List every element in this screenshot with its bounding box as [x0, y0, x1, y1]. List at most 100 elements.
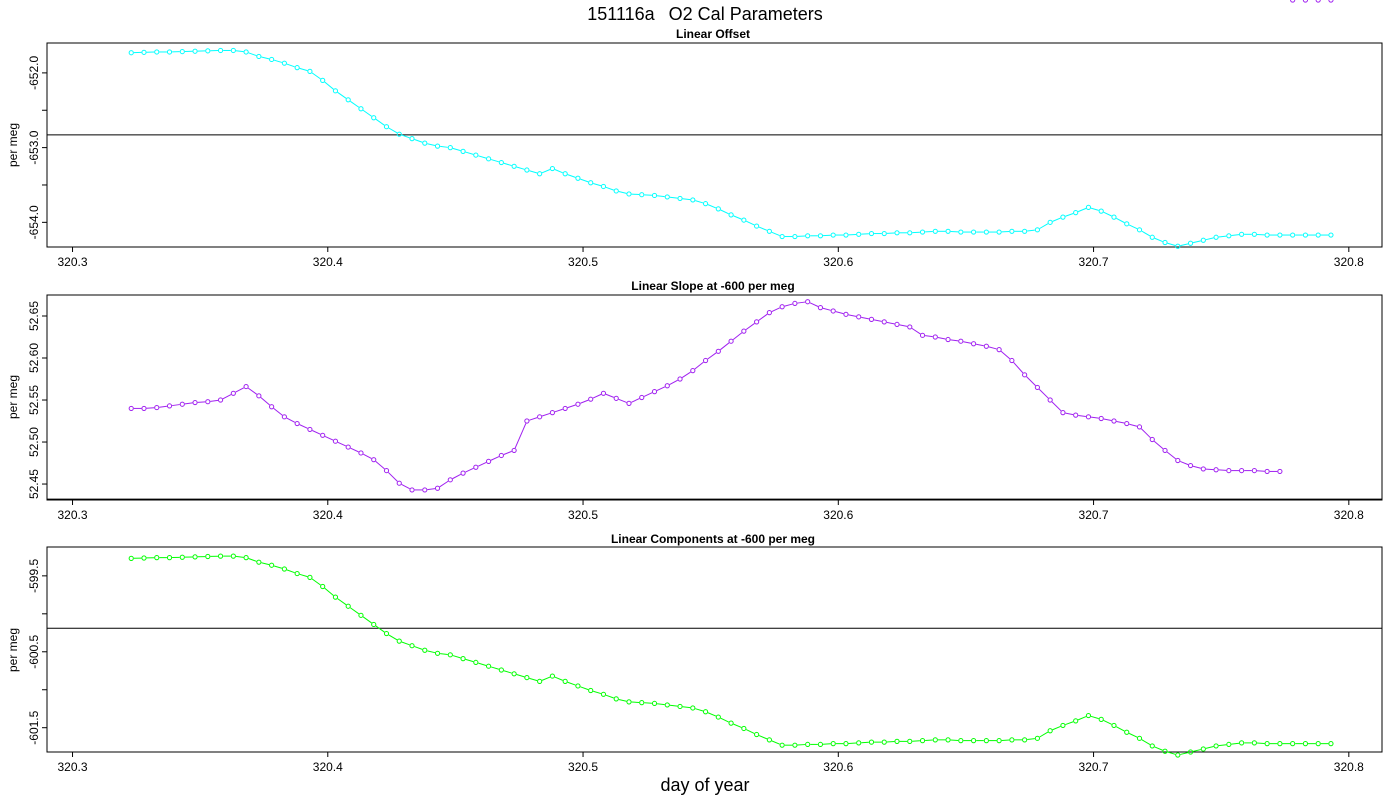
series-segment [299, 424, 308, 429]
series-segment [567, 174, 576, 178]
data-point [728, 720, 734, 726]
data-point [1060, 214, 1066, 220]
data-point [779, 233, 785, 240]
series-segment [362, 616, 372, 624]
data-point [651, 192, 658, 199]
data-point [294, 570, 300, 577]
data-point [1251, 740, 1257, 746]
series-segment [324, 81, 334, 90]
series-segment [720, 342, 730, 351]
data-point [1315, 0, 1321, 3]
data-point [664, 702, 670, 708]
data-point [243, 555, 249, 561]
data-point [1098, 415, 1104, 422]
panel-title: Linear Offset [676, 27, 750, 41]
data-point [434, 485, 441, 491]
series-segment [350, 100, 360, 108]
data-point [613, 188, 619, 194]
series-segment [720, 209, 729, 215]
series-segment [1000, 350, 1011, 360]
data-point [766, 228, 772, 234]
data-point [345, 444, 351, 450]
series-segment [337, 91, 347, 99]
figure-title-id: 151116a [587, 4, 655, 24]
data-point [715, 714, 721, 720]
data-point [141, 405, 147, 412]
series-segment [541, 169, 551, 174]
series-segment [669, 196, 678, 199]
series-segment [1103, 211, 1112, 217]
series-segment [861, 316, 870, 320]
data-point [217, 397, 224, 403]
data-point [868, 316, 875, 322]
data-point [575, 175, 581, 181]
data-point [460, 148, 466, 154]
series-segment [873, 319, 882, 322]
data-point [754, 731, 760, 738]
data-point [217, 553, 224, 559]
data-point [907, 738, 913, 744]
panel-linear-components: Linear Components at -600 per meg per me… [6, 532, 1383, 774]
data-point [1239, 740, 1245, 746]
series-segment [388, 127, 398, 134]
data-point [460, 470, 466, 476]
series-segment [797, 301, 806, 304]
data-point [779, 742, 785, 748]
series-segment [1166, 451, 1177, 460]
series-segment [694, 361, 704, 370]
data-point [371, 621, 377, 628]
data-point [1200, 466, 1206, 472]
series-segment [1154, 237, 1163, 242]
data-point [843, 311, 849, 317]
data-point [230, 390, 236, 396]
y-tick-label: 52.45 [27, 469, 41, 499]
series-segment [210, 399, 219, 402]
y-tick-label: -654.0 [27, 205, 41, 239]
series-segment [554, 169, 563, 174]
series-segment [465, 151, 474, 155]
data-point [383, 467, 390, 474]
series-segment [643, 392, 653, 397]
data-point [294, 65, 300, 71]
data-point [179, 401, 185, 407]
data-point [1098, 208, 1104, 214]
data-point [1009, 737, 1015, 743]
y-axis-label: per meg [6, 628, 20, 672]
data-point [958, 738, 964, 744]
data-point [1124, 729, 1130, 735]
data-point [983, 343, 989, 349]
data-point [1226, 233, 1232, 239]
data-point [1187, 749, 1194, 755]
data-point [192, 399, 198, 406]
series-segment [261, 562, 270, 566]
data-point [1085, 414, 1092, 420]
data-point [626, 400, 632, 406]
data-point [690, 705, 696, 711]
data-point [1200, 746, 1206, 752]
data-point [677, 376, 683, 382]
series-segment [1141, 428, 1151, 439]
series-segment [427, 650, 436, 654]
data-point [702, 709, 709, 715]
series-segment [771, 740, 780, 745]
series-segment [1078, 414, 1086, 417]
data-point [856, 314, 862, 320]
series-segment [516, 166, 525, 170]
x-tick-label: 320.4 [313, 508, 343, 522]
series-segment [682, 198, 691, 201]
data-point [1073, 412, 1079, 418]
series-segment [925, 335, 933, 338]
data-point [1111, 418, 1117, 424]
series-segment [1154, 746, 1163, 751]
series-segment [159, 405, 168, 408]
data-point [396, 480, 402, 486]
x-tick-label: 320.7 [1079, 508, 1109, 522]
series-segment [618, 698, 627, 702]
plot-area: 320.3 320.4 320.5 320.6 320.7 320.8 -654.0 -653… [27, 42, 1383, 269]
data-point [907, 324, 913, 330]
series-segment [618, 191, 627, 194]
series-segment [822, 307, 831, 311]
series-segment [1027, 229, 1035, 232]
data-point [1111, 214, 1117, 220]
data-point [1073, 210, 1079, 216]
